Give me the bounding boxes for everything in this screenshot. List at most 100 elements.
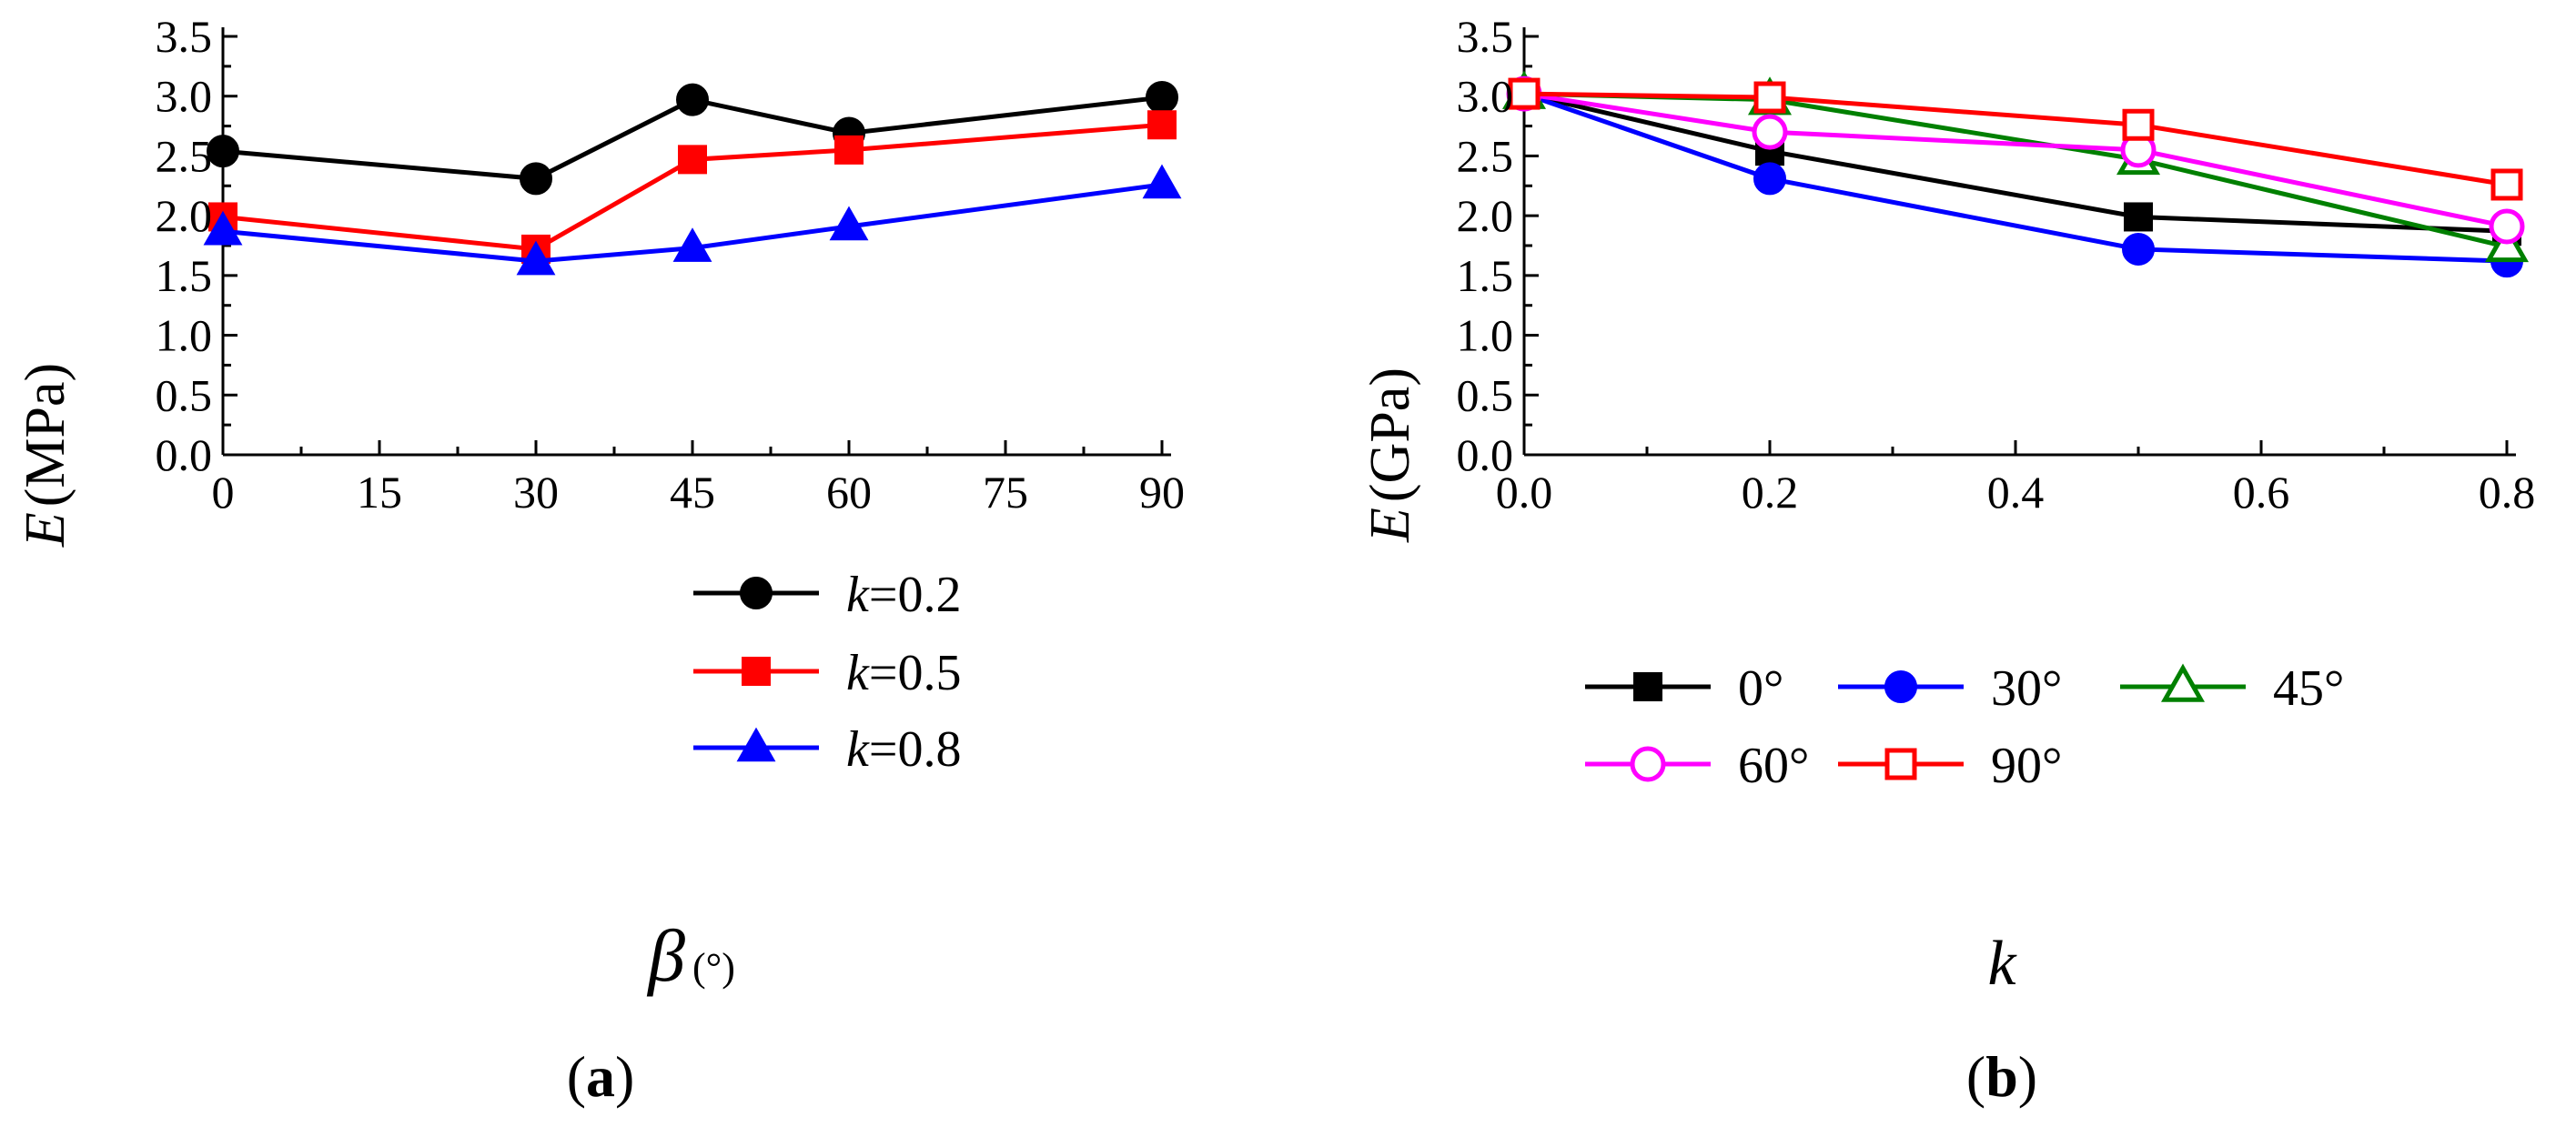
y-tick-label-a: 3.5 [156, 11, 213, 62]
x-tick-label-b: 0.6 [2233, 467, 2290, 518]
y-tick-label-b: 2.5 [1457, 130, 1514, 181]
legend-label-b-0: 0° [1738, 660, 1783, 717]
x-tick-label-b: 0.8 [2479, 467, 2536, 518]
x-tick-label-a: 30 [513, 467, 559, 518]
x-tick-label-b: 0.4 [1987, 467, 2045, 518]
legend-symbol-b-0 [1633, 672, 1662, 701]
data-point-b-3 [1752, 114, 1788, 150]
x-tick-label-a: 75 [983, 467, 1028, 518]
y-tick-label-b: 3.0 [1457, 71, 1514, 122]
y-tick-label-a: 1.0 [156, 310, 213, 361]
y-axis-title-a: E (MPa) [15, 363, 76, 548]
data-point-a-0 [207, 135, 239, 168]
x-tick-label-b: 0.0 [1496, 467, 1553, 518]
data-point-a-2 [672, 227, 712, 262]
legend-label-a-2-symbol: k [846, 721, 870, 778]
legend-label-a-1: k=0.5 [846, 645, 961, 701]
series-line-b-0 [1523, 91, 2508, 234]
legend-marker-b-0 [1633, 672, 1662, 701]
legend-symbol-b-3 [1630, 746, 1666, 782]
x-axis-unit-a: (°) [692, 945, 735, 990]
x-tick-label-b: 0.2 [1742, 467, 1799, 518]
legend-marker-a-0 [740, 577, 773, 609]
data-point-a-2 [203, 210, 243, 246]
series-group-b [1501, 70, 2530, 278]
data-point-a-1 [834, 135, 864, 165]
y-tick-label-b: 0.5 [1457, 369, 1514, 420]
tick-labels-a: 0.0 0.5 1.0 1.5 2.0 2.5 3.0 3.5 0 15 30 45 60 75 90 [156, 11, 1186, 518]
x-axis-title-a: β (°) [646, 914, 735, 997]
series-line-b-1 [1523, 91, 2508, 264]
legend-label-a-0-symbol: k [846, 567, 870, 623]
data-point-b-1 [2122, 232, 2155, 266]
y-tick-label-b: 2.0 [1457, 190, 1514, 241]
x-tick-label-a: 45 [670, 467, 715, 518]
data-point-a-1 [1147, 110, 1177, 140]
data-point-a-0 [520, 162, 552, 196]
legend-label-b-1: 30° [1991, 660, 2062, 717]
series-group-a [203, 81, 1182, 276]
data-point-a-0 [1146, 81, 1178, 115]
legend-label-a-1-value: =0.5 [869, 645, 962, 701]
x-tick-label-a: 60 [826, 467, 872, 518]
legend-marker-b-4 [1884, 748, 1917, 780]
data-point-a-0 [676, 83, 709, 116]
data-point-a-1 [678, 145, 707, 175]
data-point-b-4 [2490, 168, 2523, 201]
chart-panel-b: 0.00.51.01.52.02.53.03.50.0 0.2 0.4 0.6 0.8 … [1359, 11, 2535, 1109]
data-point-b-1 [1753, 162, 1786, 196]
legend-symbol-a-1 [742, 657, 771, 686]
y-tick-label-b: 0.0 [1457, 429, 1514, 480]
legend-b: 0° 30° 45° 60° 90° [1585, 660, 2344, 794]
y-tick-label-a: 2.0 [156, 190, 213, 241]
data-point-b-4 [2122, 108, 2155, 141]
x-axis-title-b: k [1987, 929, 2017, 999]
y-axis-unit-a: (MPa) [15, 363, 76, 507]
legend-label-a-1-symbol: k [846, 645, 870, 701]
legend-symbol-a-0 [740, 577, 773, 609]
x-tick-label-a: 0 [212, 467, 235, 518]
legend-label-b-2: 45° [2273, 660, 2344, 717]
data-point-b-3 [2489, 208, 2525, 245]
data-point-b-0 [2124, 202, 2153, 232]
legend-marker-a-1 [742, 657, 771, 686]
legend-marker-b-2 [2160, 663, 2206, 702]
y-tick-label-a: 0.0 [156, 429, 213, 480]
x-tick-label-a: 15 [357, 467, 402, 518]
legend-symbol-b-4 [1884, 748, 1917, 780]
legend-label-b-3: 60° [1738, 738, 1809, 794]
y-tick-label-a: 1.5 [156, 250, 213, 301]
data-point-a-2 [516, 240, 556, 276]
data-point-b-4 [1753, 81, 1786, 114]
data-point-b-4 [1508, 77, 1541, 110]
y-tick-label-a: 3.0 [156, 71, 213, 122]
panel-label-b-text: b [1985, 1044, 2018, 1109]
y-axis-unit-b: (GPa) [1359, 367, 1421, 502]
legend-a: k=0.2 k=0.5 k=0.8 [693, 567, 961, 778]
data-point-a-2 [829, 206, 869, 241]
panel-label-a: (a) [567, 1044, 635, 1109]
series-line-b-4 [1523, 91, 2508, 187]
legend-label-b-4: 90° [1991, 738, 2062, 794]
legend-symbol-b-1 [1884, 670, 1917, 703]
legend-marker-a-2 [736, 727, 776, 762]
legend-marker-b-3 [1630, 746, 1666, 782]
y-axis-symbol-b: E [1359, 508, 1421, 543]
x-tick-label-a: 90 [1139, 467, 1185, 518]
series-line-b-3 [1523, 91, 2508, 229]
legend-label-a-2: k=0.8 [846, 721, 961, 778]
legend-marker-b-1 [1884, 670, 1917, 703]
chart-panel-a: 0.0 0.5 1.0 1.5 2.0 2.5 3.0 3.5 0 15 30 45 60 75 90 E (… [15, 11, 1185, 1109]
y-tick-label-a: 2.5 [156, 130, 213, 181]
y-tick-label-b: 1.5 [1457, 250, 1514, 301]
legend-label-a-0-value: =0.2 [869, 567, 962, 623]
legend-symbol-a-2 [736, 727, 776, 762]
legend-label-a-0: k=0.2 [846, 567, 961, 623]
panel-label-b: (b) [1966, 1044, 2037, 1109]
panel-label-a-text: a [586, 1044, 615, 1109]
y-tick-label-a: 0.5 [156, 369, 213, 420]
legend-symbol-b-2 [2160, 663, 2206, 702]
y-axis-title-b: E (GPa) [1359, 367, 1421, 543]
tick-labels-b: 0.0 0.5 1.0 1.5 2.0 2.5 3.0 3.5 0.0 0.2 0.4 0.6 0.8 [1457, 11, 2536, 518]
